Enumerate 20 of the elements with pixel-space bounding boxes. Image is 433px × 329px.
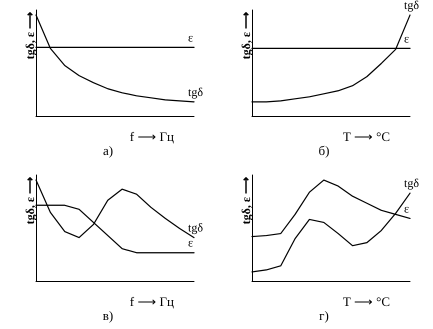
series-label: tgδ xyxy=(404,176,420,190)
text: в) xyxy=(102,308,114,322)
text: а) xyxy=(102,143,114,158)
y-axis-title: tgδ, ε ⟶ xyxy=(23,12,37,60)
x-axis-title: T ⟶ °C xyxy=(342,294,390,308)
text: б) xyxy=(318,143,330,158)
x-axis-title: f ⟶ Гц xyxy=(130,294,174,308)
series-label: tgδ xyxy=(188,84,204,99)
series-label: ε xyxy=(404,200,410,215)
series-label: tgδ xyxy=(188,220,204,234)
series-label: ε xyxy=(404,31,410,46)
x-axis-title: f ⟶ Гц xyxy=(130,129,174,144)
y-axis-title: tgδ, ε ⟶ xyxy=(239,12,253,60)
y-axis-title: tgδ, ε ⟶ xyxy=(23,176,37,224)
series-label: ε xyxy=(188,235,194,250)
series-label: ε xyxy=(188,30,194,44)
series-label: tgδ xyxy=(404,0,420,12)
text: г) xyxy=(319,308,329,322)
x-axis-title: T ⟶ °C xyxy=(342,129,390,144)
y-axis-title: tgδ, ε ⟶ xyxy=(239,176,253,224)
